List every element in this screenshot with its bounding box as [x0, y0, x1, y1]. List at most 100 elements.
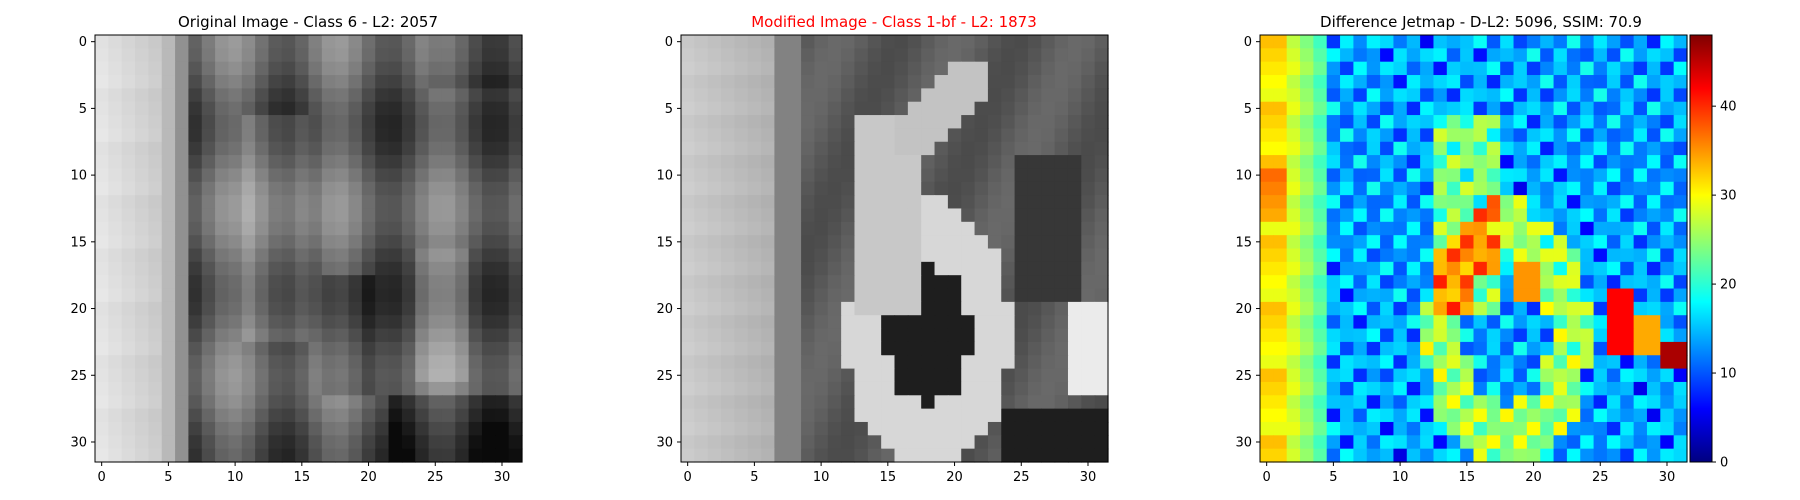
heatmap-cell: [1513, 128, 1528, 143]
heatmap-cell: [1326, 275, 1341, 290]
heatmap-cell: [1486, 248, 1501, 263]
heatmap-cell: [1486, 181, 1501, 196]
heatmap-cell: [1633, 48, 1648, 63]
heatmap-cell: [1646, 288, 1661, 303]
heatmap-cell: [707, 368, 722, 383]
heatmap-cell: [1393, 421, 1408, 436]
heatmap-cell: [95, 275, 109, 290]
heatmap-cell: [1094, 408, 1109, 423]
heatmap-cell: [308, 128, 323, 143]
heatmap-cell: [1566, 408, 1581, 423]
heatmap-cell: [201, 168, 216, 183]
heatmap-cell: [1500, 221, 1515, 236]
heatmap-cell: [681, 195, 695, 210]
heatmap-cell: [281, 421, 296, 436]
heatmap-cell: [148, 408, 163, 423]
heatmap-cell: [894, 328, 909, 343]
heatmap-cell: [1540, 408, 1555, 423]
heatmap-cell: [801, 181, 816, 196]
heatmap-cell: [907, 275, 922, 290]
heatmap-cell: [348, 195, 363, 210]
heatmap-cell: [1513, 195, 1528, 210]
heatmap-cell: [1553, 328, 1568, 343]
heatmap-cell: [201, 261, 216, 276]
heatmap-cell: [1340, 248, 1354, 263]
heatmap-cell: [1580, 155, 1595, 170]
heatmap-cell: [1513, 301, 1528, 316]
heatmap-cell: [1067, 395, 1082, 410]
heatmap-cell: [721, 448, 735, 463]
heatmap-cell: [801, 448, 816, 463]
heatmap-cell: [881, 275, 896, 290]
heatmap-cell: [321, 368, 336, 383]
heatmap-cell: [1286, 195, 1301, 210]
heatmap-cell: [1260, 101, 1274, 116]
heatmap-cell: [961, 261, 976, 276]
heatmap-cell: [95, 328, 109, 343]
heatmap-cell: [188, 248, 203, 263]
heatmap-cell: [1673, 381, 1688, 396]
heatmap-cell: [1081, 368, 1096, 383]
heatmap-cell: [1420, 301, 1435, 316]
heatmap-cell: [1673, 301, 1688, 316]
heatmap-cell: [375, 288, 390, 303]
heatmap-cell: [481, 208, 496, 223]
heatmap-cell: [721, 221, 735, 236]
heatmap-cell: [201, 381, 216, 396]
heatmap-cell: [907, 448, 922, 463]
heatmap-cell: [987, 275, 1002, 290]
heatmap-cell: [388, 181, 403, 196]
x-tick-label: 15: [880, 470, 897, 485]
heatmap-cell: [681, 75, 695, 89]
heatmap-cell: [161, 355, 176, 370]
heatmap-cell: [1260, 48, 1274, 63]
heatmap-cell: [721, 248, 735, 263]
heatmap-cell: [1393, 341, 1408, 356]
heatmap-cell: [388, 275, 403, 290]
heatmap-cell: [95, 435, 109, 450]
heatmap-cell: [787, 328, 802, 343]
heatmap-cell: [348, 155, 363, 170]
heatmap-cell: [1500, 195, 1515, 210]
heatmap-cell: [375, 88, 390, 103]
heatmap-cell: [1366, 168, 1381, 183]
heatmap-cell: [135, 168, 149, 183]
heatmap-cell: [881, 395, 896, 410]
heatmap-cell: [1513, 261, 1528, 276]
heatmap-cell: [841, 88, 856, 103]
heatmap-cell: [1300, 141, 1314, 156]
heatmap-cell: [761, 355, 775, 370]
heatmap-cell: [1260, 408, 1274, 423]
heatmap-cell: [774, 208, 789, 223]
heatmap-cell: [974, 88, 989, 103]
heatmap-cell: [934, 275, 949, 290]
heatmap-cell: [987, 355, 1002, 370]
heatmap-cell: [1081, 128, 1096, 143]
heatmap-cell: [1486, 341, 1501, 356]
heatmap-cell: [415, 35, 430, 49]
heatmap-cell: [1460, 88, 1475, 103]
heatmap-cell: [281, 88, 296, 103]
heatmap-cell: [761, 195, 775, 210]
heatmap-cell: [1660, 221, 1675, 236]
heatmap-cell: [681, 275, 695, 290]
heatmap-cell: [774, 181, 789, 196]
heatmap-cell: [1001, 248, 1016, 263]
heatmap-cell: [255, 61, 270, 76]
heatmap-cell: [135, 408, 149, 423]
heatmap-cell: [1054, 421, 1069, 436]
heatmap-cell: [1593, 181, 1608, 196]
heatmap-cell: [707, 35, 722, 49]
heatmap-cell: [1027, 261, 1042, 276]
heatmap-cell: [801, 328, 816, 343]
heatmap-cell: [1620, 395, 1635, 410]
heatmap-cell: [268, 341, 283, 356]
heatmap-cell: [121, 421, 136, 436]
heatmap-cell: [175, 448, 189, 463]
heatmap-cell: [721, 88, 735, 103]
heatmap-cell: [881, 315, 896, 330]
heatmap-cell: [201, 101, 216, 116]
heatmap-cell: [1353, 341, 1368, 356]
heatmap-cell: [268, 155, 283, 170]
heatmap-cell: [388, 235, 403, 250]
